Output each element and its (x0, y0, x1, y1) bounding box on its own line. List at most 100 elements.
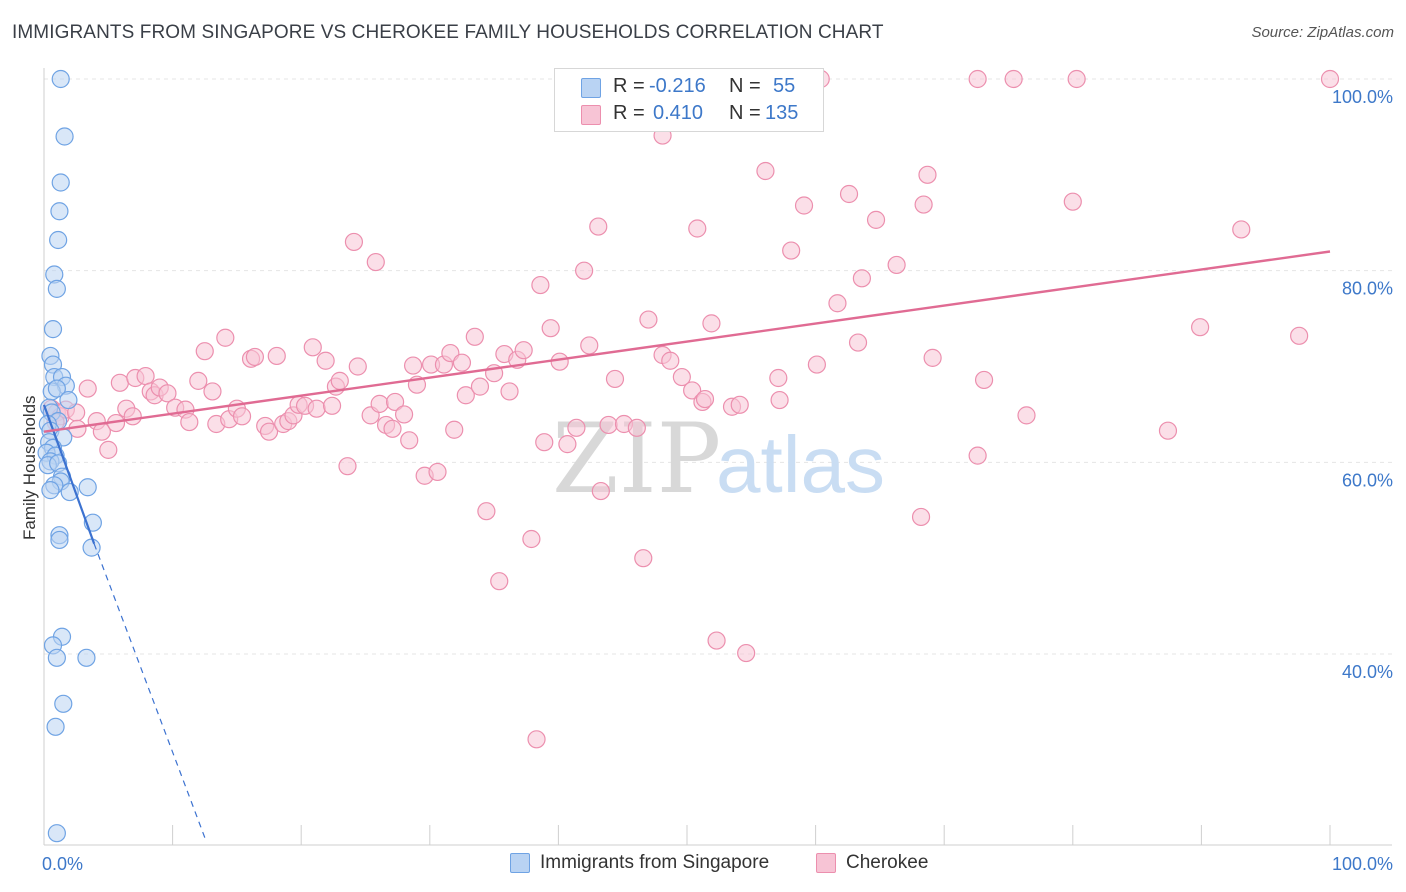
cherokee-point (1320, 69, 1340, 89)
legend-swatch-cherokee (581, 105, 601, 125)
cherokee-point (1004, 69, 1023, 89)
singapore-point (47, 648, 66, 667)
cherokee-point (203, 382, 222, 401)
cherokee-point (794, 196, 814, 215)
cherokee-point (470, 377, 490, 396)
cherokee-point (782, 241, 801, 260)
cherokee-point (918, 165, 937, 184)
tick-labels: 40.0% 60.0% 80.0% 100.0% 0.0% 100.0% (42, 87, 1393, 874)
cherokee-point (477, 502, 496, 521)
y-tick-label: 40.0% (1342, 662, 1393, 682)
cherokee-point (232, 407, 252, 426)
cherokee-point (580, 336, 599, 355)
cherokee-point (707, 631, 726, 650)
cherokee-point (839, 184, 859, 204)
singapore-point (50, 530, 69, 550)
cherokee-point (245, 347, 265, 367)
cherokee-point (575, 261, 594, 280)
legend-r-label: R = (613, 102, 645, 124)
cherokee-point (672, 367, 691, 387)
singapore-point (54, 694, 73, 713)
cherokee-point (661, 351, 680, 370)
singapore-point (43, 320, 63, 339)
cherokee-point (1290, 326, 1309, 345)
cherokee-point (195, 342, 214, 361)
cherokee-point (852, 269, 871, 288)
singapore-point (50, 202, 69, 221)
singapore-point (51, 173, 70, 192)
cherokee-point (514, 341, 533, 360)
cherokee-point (589, 217, 608, 236)
singapore-point (59, 390, 78, 410)
legend-n-label: N = (729, 75, 761, 97)
legend-r-value: 0.410 (653, 102, 704, 124)
singapore-point (78, 478, 97, 497)
cherokee-point (535, 433, 554, 452)
cherokee-point (541, 319, 560, 338)
legend-n-value: 55 (773, 75, 796, 97)
legend-swatch-singapore (581, 78, 601, 98)
cherokee-point (974, 370, 994, 390)
singapore-point (47, 279, 66, 298)
cherokee-point (730, 395, 749, 414)
cherokee-point (348, 357, 367, 376)
singapore-trend-extension (93, 543, 207, 842)
x-tick-label: 0.0% (42, 854, 83, 874)
x-tick-label: 100.0% (1332, 854, 1393, 874)
cherokee-point (338, 457, 357, 476)
cherokee-point (702, 314, 721, 333)
cherokee-point (366, 252, 385, 272)
cherokee-point (500, 382, 519, 401)
chart-title: IMMIGRANTS FROM SINGAPORE VS CHEROKEE FA… (12, 22, 884, 43)
legend-row-cherokee: R = 0.410 N = 135 (555, 101, 823, 127)
cherokee-point (490, 572, 509, 591)
singapore-point (47, 824, 66, 843)
cherokee-point (330, 371, 349, 390)
cherokee-point (1067, 69, 1086, 89)
cherokee-point (123, 407, 142, 426)
cherokee-point (550, 352, 569, 371)
cherokee-point (522, 529, 541, 549)
cherokee-point (394, 405, 414, 424)
cherokee-point (807, 355, 826, 374)
y-tick-label: 100.0% (1332, 87, 1393, 107)
cherokee-point (370, 394, 389, 413)
singapore-point (49, 230, 68, 250)
cherokee-point (911, 507, 931, 527)
cherokee-point (383, 419, 402, 438)
bottom-legend-swatch-cherokee (816, 853, 836, 873)
cherokee-point (452, 353, 472, 372)
cherokee-point (180, 412, 199, 432)
cherokee-point (403, 356, 423, 375)
cherokee-point (968, 69, 987, 89)
singapore-point (82, 538, 101, 557)
singapore-point (47, 379, 66, 398)
cherokee-point (216, 328, 235, 347)
cherokee-point (344, 232, 364, 252)
cherokee-point (1191, 318, 1210, 337)
cherokee-point (527, 730, 546, 749)
cherokee-point (627, 418, 646, 437)
chart-source: Source: ZipAtlas.com (1251, 24, 1394, 41)
cherokee-point (828, 294, 847, 313)
cherokee-point (400, 431, 419, 450)
legend-n-value: 135 (765, 102, 799, 124)
singapore-point (46, 717, 65, 736)
cherokee-point (428, 462, 447, 482)
cherokee-point (465, 327, 484, 346)
legend-r-value: -0.216 (649, 75, 706, 97)
bottom-legend-label-cherokee: Cherokee (846, 852, 929, 873)
cherokee-point (189, 371, 208, 390)
cherokee-point (769, 368, 788, 388)
cherokee-point (322, 396, 342, 415)
cherokee-point (634, 549, 653, 568)
cherokee-point (599, 415, 618, 435)
cherokee-point (756, 161, 775, 181)
cherokee-point (605, 369, 625, 389)
cherokee-point (99, 440, 118, 459)
cherokee-point (737, 643, 756, 663)
singapore-point (77, 648, 96, 667)
cherokee-point (848, 333, 868, 352)
cherokee-trend-line (43, 250, 1331, 433)
